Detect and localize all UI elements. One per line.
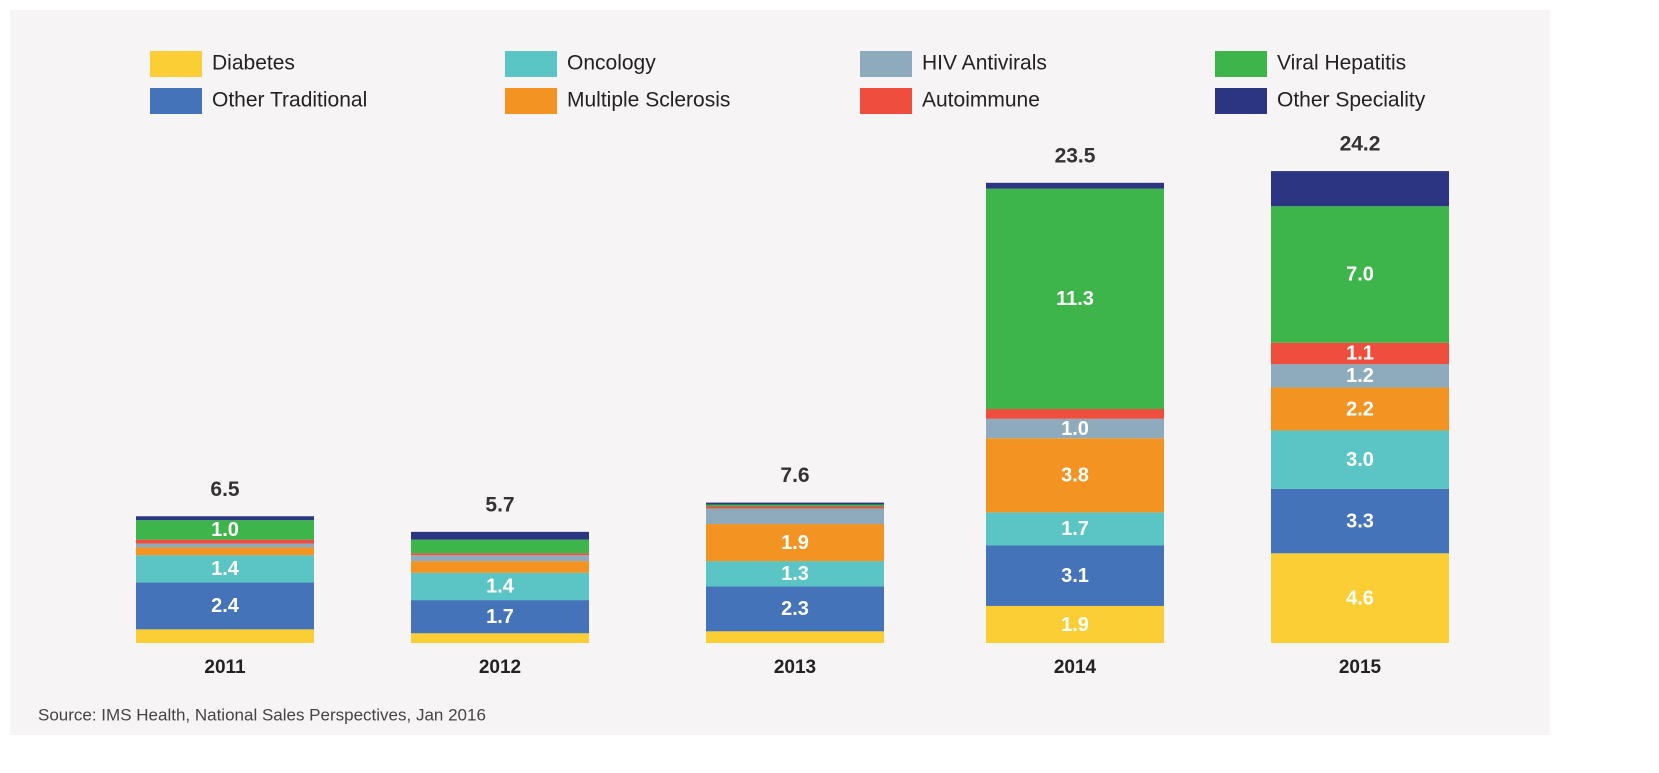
bar-segment	[136, 582, 314, 630]
bar-segment	[706, 524, 884, 562]
value-label: 1.2	[1346, 365, 1374, 387]
bar-segment	[1271, 488, 1449, 554]
bar-segment	[706, 508, 884, 525]
bar-segment	[136, 520, 314, 540]
bar-segment	[136, 516, 314, 521]
legend-swatch	[1215, 88, 1267, 114]
legend-label: Diabetes	[212, 52, 295, 75]
legend-swatch	[505, 51, 557, 77]
bar-segment	[986, 545, 1164, 606]
bar-segment	[706, 506, 884, 509]
bar-segment	[1271, 364, 1449, 388]
legend-label: Viral Hepatitis	[1277, 52, 1406, 75]
bar-segment	[411, 539, 589, 554]
value-label: 4.6	[1346, 587, 1374, 609]
total-label: 23.5	[1055, 144, 1096, 167]
legend-swatch	[860, 51, 912, 77]
value-label: 7.0	[1346, 264, 1374, 286]
bar-segment	[1271, 553, 1449, 643]
x-tick-label: 2013	[774, 657, 816, 678]
bar-segment	[1271, 342, 1449, 365]
bar-segment	[1271, 387, 1449, 431]
legend-label: Multiple Sclerosis	[567, 89, 730, 112]
bar-segment	[986, 418, 1164, 439]
bar-segment	[986, 438, 1164, 513]
bar-segment	[986, 605, 1164, 643]
value-label: 1.9	[1061, 614, 1089, 636]
legend-swatch	[1215, 51, 1267, 77]
bar-segment	[136, 543, 314, 548]
total-label: 7.6	[780, 464, 809, 487]
x-tick-label: 2015	[1339, 657, 1382, 678]
value-label: 1.0	[1061, 418, 1089, 440]
total-label: 5.7	[485, 493, 514, 516]
bar-segment	[706, 502, 884, 505]
bar-segment	[706, 504, 884, 507]
value-label: 3.3	[1346, 510, 1374, 532]
bar-segment	[986, 182, 1164, 189]
value-label: 1.1	[1346, 343, 1374, 365]
bar-segment	[411, 600, 589, 634]
value-label: 1.4	[211, 558, 240, 580]
bar-segment	[136, 555, 314, 583]
bar-segment	[1271, 430, 1449, 489]
value-label: 2.4	[211, 595, 240, 617]
legend-swatch	[505, 88, 557, 114]
bar-segment	[136, 547, 314, 556]
legend-label: Other Traditional	[212, 89, 367, 112]
legend-label: HIV Antivirals	[922, 52, 1047, 75]
value-label: 3.8	[1061, 465, 1089, 487]
bar-segment	[1271, 171, 1449, 207]
legend-label: Autoimmune	[922, 89, 1040, 112]
total-label: 6.5	[210, 478, 240, 501]
value-label: 3.1	[1061, 565, 1089, 587]
value-label: 1.7	[486, 606, 514, 628]
legend-label: Oncology	[567, 52, 656, 75]
bar-segment	[411, 572, 589, 601]
value-label: 3.0	[1346, 449, 1374, 471]
bar-segment	[136, 539, 314, 544]
bar-segment	[411, 633, 589, 643]
bar-segment	[986, 409, 1164, 419]
bar-segment	[706, 561, 884, 587]
x-tick-label: 2014	[1054, 657, 1097, 678]
bar-segment	[986, 512, 1164, 546]
value-label: 1.4	[486, 576, 515, 598]
bar-segment	[411, 555, 589, 562]
value-label: 1.0	[211, 519, 239, 541]
source: Source: IMS Health, National Sales Persp…	[38, 705, 486, 724]
bar-segment	[986, 188, 1164, 409]
x-tick-label: 2012	[479, 657, 521, 678]
value-label: 1.9	[781, 532, 809, 554]
x-tick-label: 2011	[204, 657, 246, 678]
bar-segment	[706, 586, 884, 632]
legend-swatch	[150, 88, 202, 114]
legend-label: Other Speciality	[1277, 89, 1426, 112]
bar-segment	[136, 629, 314, 643]
value-label: 2.2	[1346, 398, 1374, 420]
bar-segment	[411, 531, 589, 540]
value-label: 1.7	[1061, 518, 1089, 540]
value-label: 2.3	[781, 598, 809, 620]
value-label: 1.3	[781, 563, 809, 585]
bar-segment	[411, 553, 589, 556]
legend-swatch	[860, 88, 912, 114]
legend-swatch	[150, 51, 202, 77]
value-label: 11.3	[1056, 288, 1094, 310]
bar-segment	[1271, 206, 1449, 343]
total-label: 24.2	[1340, 133, 1381, 156]
bar-segment	[706, 631, 884, 643]
bar-segment	[411, 561, 589, 573]
